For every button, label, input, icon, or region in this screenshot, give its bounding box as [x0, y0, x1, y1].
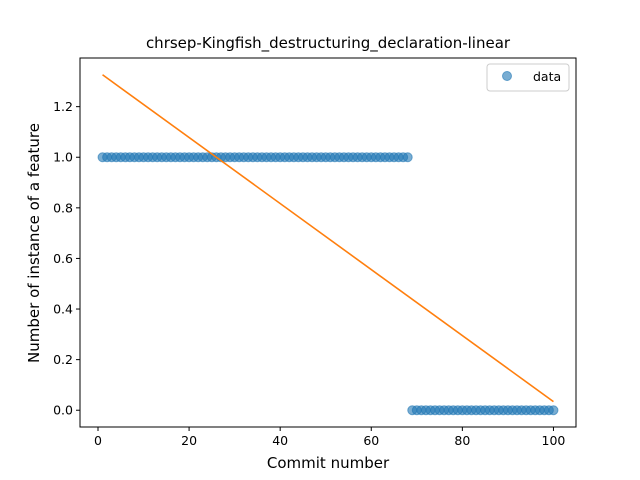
x-tick-label: 0	[94, 433, 102, 448]
legend-box	[486, 63, 570, 92]
legend: data	[486, 63, 570, 92]
x-tick-label: 100	[542, 433, 566, 448]
fit-line	[102, 74, 554, 403]
axes: 0 20 40 60 80 100 0.0 0.2 0.4 0.6 0.8 1.0 1.2	[53, 57, 577, 448]
x-tick-label: 40	[272, 433, 288, 448]
y-tick-label: 0.0	[53, 403, 73, 418]
x-tick-label: 20	[181, 433, 197, 448]
x-tick-label: 80	[454, 433, 470, 448]
legend-label-data: data	[533, 69, 561, 84]
plot-area	[97, 74, 559, 416]
x-tick-label: 60	[363, 433, 379, 448]
y-tick-label: 0.6	[53, 251, 73, 266]
y-axis-title: Number of instance of a feature	[25, 123, 43, 363]
axes-frame	[79, 57, 577, 428]
data-point	[548, 405, 559, 416]
y-tick-label: 0.4	[53, 302, 73, 317]
x-axis-title: Commit number	[267, 454, 390, 472]
legend-marker-data	[502, 71, 512, 81]
y-tick-label: 0.2	[53, 352, 73, 367]
y-tick-label: 1.0	[53, 150, 73, 165]
y-tick-label: 1.2	[53, 99, 73, 114]
data-point	[402, 152, 413, 163]
y-tick-label: 0.8	[53, 200, 73, 215]
chart-title: chrsep-Kingfish_destructuring_declaratio…	[146, 34, 511, 53]
